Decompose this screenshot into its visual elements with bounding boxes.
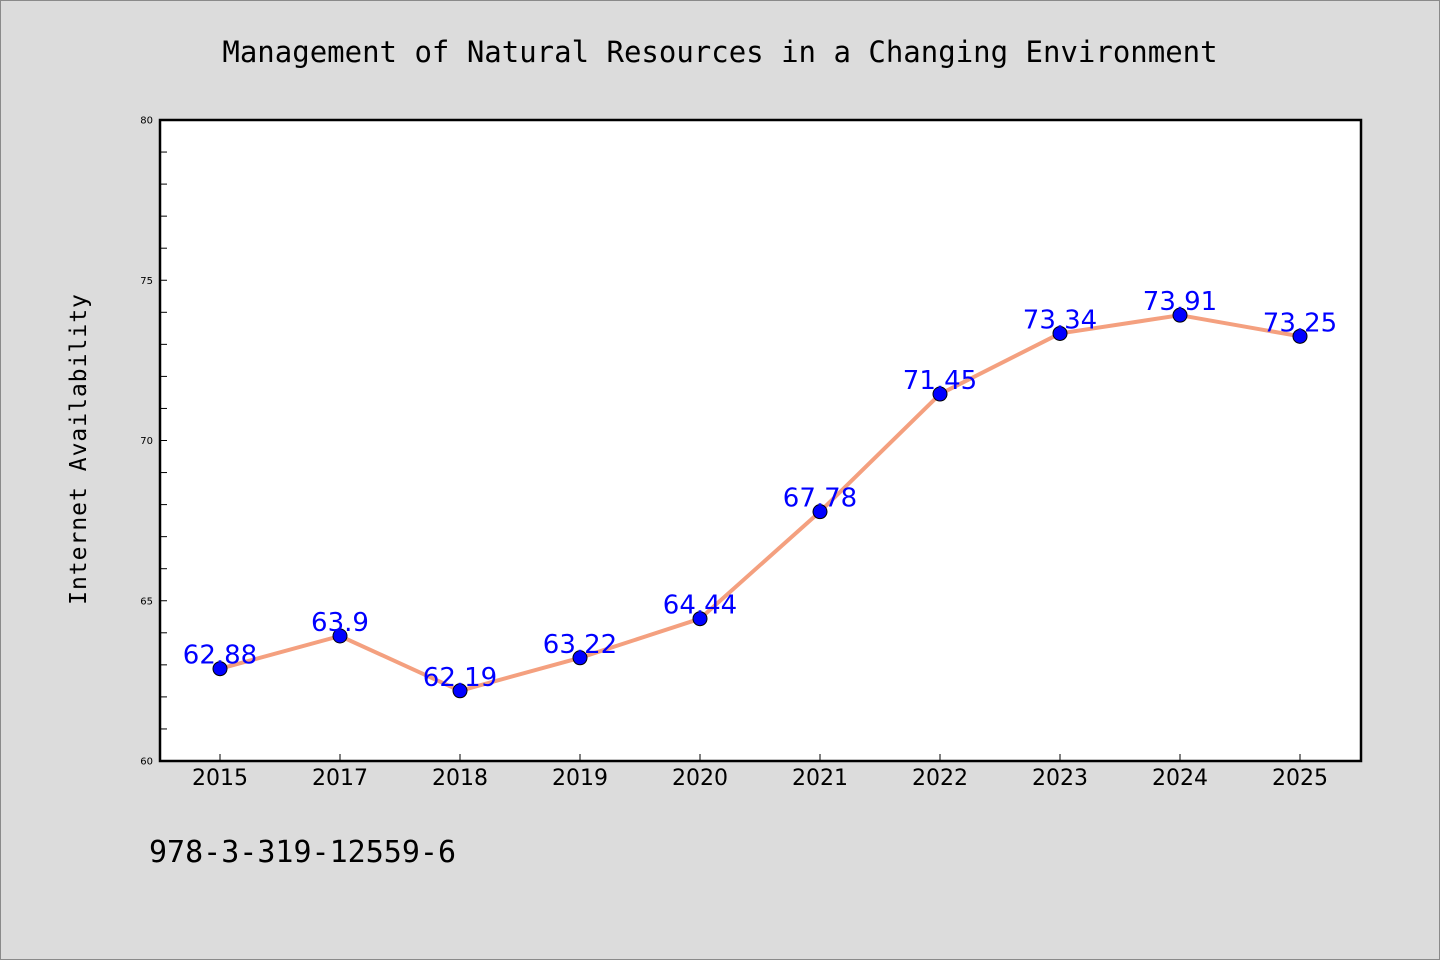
data-point xyxy=(452,683,468,699)
y-tick-label: 75 xyxy=(140,276,153,287)
plot-frame xyxy=(158,118,1363,763)
data-label: 62.19 xyxy=(423,663,497,693)
x-tick-label: 2019 xyxy=(552,766,608,791)
data-point xyxy=(212,661,228,677)
y-tick-label: 65 xyxy=(140,596,153,607)
isbn-text: 978-3-319-12559-6 xyxy=(149,835,457,870)
y-tick-label: 80 xyxy=(140,116,153,127)
data-point xyxy=(1292,328,1308,344)
data-point xyxy=(692,611,708,627)
data-point xyxy=(1172,307,1188,323)
data-label: 62.88 xyxy=(183,641,257,671)
data-label: 73.25 xyxy=(1263,308,1337,338)
data-label: 73.34 xyxy=(1023,305,1097,335)
plot-area xyxy=(160,120,1361,761)
y-tick-label: 60 xyxy=(140,757,153,768)
x-tick-label: 2021 xyxy=(792,766,848,791)
chart-title: Management of Natural Resources in a Cha… xyxy=(222,35,1218,69)
x-tick-label: 2025 xyxy=(1272,766,1328,791)
x-tick-label: 2023 xyxy=(1032,766,1088,791)
x-tick-label: 2018 xyxy=(432,766,488,791)
series-line xyxy=(218,313,1302,693)
data-label: 64.44 xyxy=(663,591,737,621)
data-label: 63.9 xyxy=(311,608,369,638)
data-label: 73.91 xyxy=(1143,287,1217,317)
data-label: 71.45 xyxy=(903,366,977,396)
data-point xyxy=(332,628,348,644)
x-tick-label: 2022 xyxy=(912,766,968,791)
x-tick-label: 2020 xyxy=(672,766,728,791)
x-tick-label: 2015 xyxy=(192,766,248,791)
data-point xyxy=(572,650,588,666)
data-point xyxy=(1052,325,1068,341)
data-point xyxy=(812,504,828,520)
x-tick-label: 2017 xyxy=(312,766,368,791)
x-tick-label: 2024 xyxy=(1152,766,1208,791)
data-point xyxy=(932,386,948,402)
y-tick-label: 70 xyxy=(140,436,153,447)
data-label: 63.22 xyxy=(543,630,617,660)
data-label: 67.78 xyxy=(783,484,857,514)
